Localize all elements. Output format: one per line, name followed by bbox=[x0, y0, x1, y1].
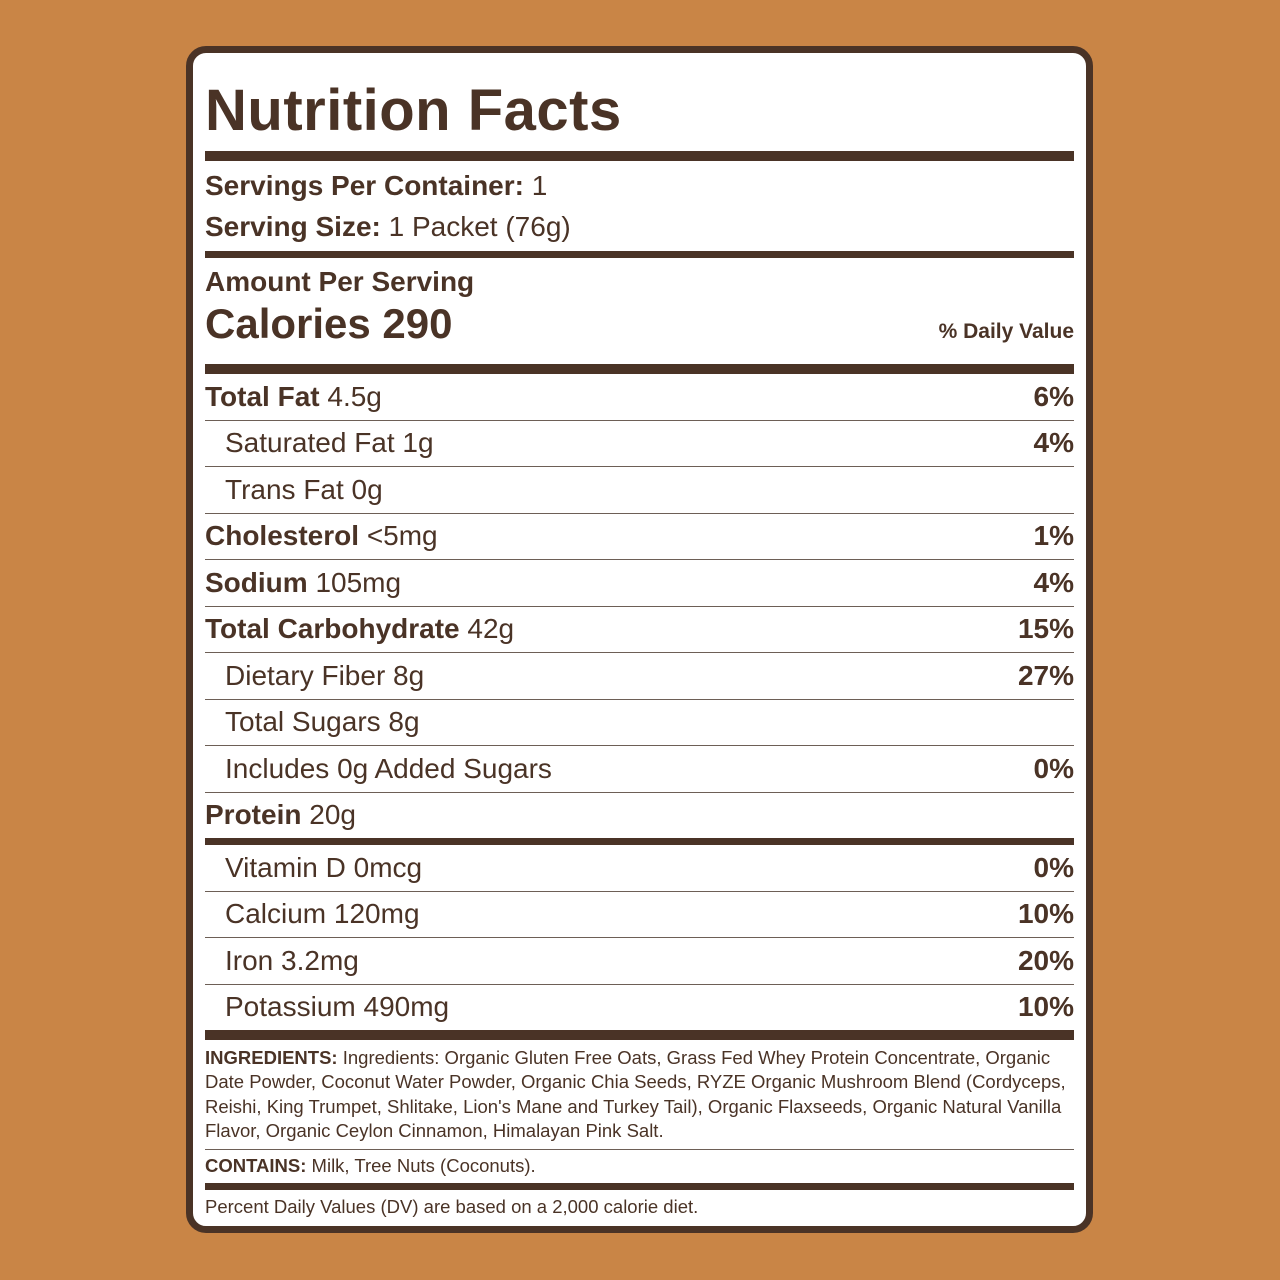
calories-row: Calories 290 % Daily Value bbox=[205, 300, 1074, 364]
nutrient-label: Total Carbohydrate 42g bbox=[205, 613, 514, 645]
servings-value: 1 bbox=[531, 170, 548, 201]
nutrient-row: Includes 0g Added Sugars 0% bbox=[205, 746, 1074, 793]
daily-value-percent: 1% bbox=[1033, 520, 1074, 552]
daily-value-percent: 20% bbox=[1017, 944, 1074, 976]
nutrient-amount: 4.5g bbox=[327, 380, 382, 412]
divider bbox=[205, 838, 1074, 845]
nutrient-row: Saturated Fat 1g 4% bbox=[205, 421, 1074, 467]
daily-value-percent: 10% bbox=[1017, 991, 1074, 1023]
daily-value-percent: 0% bbox=[1033, 752, 1074, 784]
nutrient-name: Total Fat bbox=[205, 380, 320, 412]
daily-value-header: % Daily Value bbox=[938, 320, 1074, 343]
nutrient-label: Saturated Fat 1g bbox=[225, 427, 434, 459]
ingredients-text: Ingredients: Organic Gluten Free Oats, G… bbox=[205, 1047, 1066, 1141]
divider bbox=[205, 1030, 1074, 1040]
nutrient-amount: 105mg bbox=[315, 566, 402, 598]
vitamin-row: Vitamin D 0mcg 0% bbox=[205, 845, 1074, 892]
ingredients: INGREDIENTS: Ingredients: Organic Gluten… bbox=[205, 1040, 1074, 1151]
contains-label: CONTAINS: bbox=[205, 1155, 307, 1177]
vitamin-label: Potassium 490mg bbox=[225, 991, 450, 1023]
divider bbox=[205, 364, 1074, 374]
daily-value-percent: 0% bbox=[1033, 851, 1074, 883]
nutrient-row: Cholesterol <5mg 1% bbox=[205, 514, 1074, 560]
vitamin-row: Potassium 490mg 10% bbox=[205, 985, 1074, 1031]
nutrient-row: Total Carbohydrate 42g 15% bbox=[205, 607, 1074, 653]
nutrient-row: Total Fat 4.5g 6% bbox=[205, 374, 1074, 421]
nutrient-label: Total Fat 4.5g bbox=[205, 381, 382, 413]
servings-label: Servings Per Container: bbox=[205, 170, 524, 201]
serving-size-value: 1 Packet (76g) bbox=[388, 211, 571, 242]
nutrient-label: Sodium 105mg bbox=[205, 567, 401, 599]
nutrient-label: Trans Fat 0g bbox=[225, 473, 383, 505]
nutrient-name: Total Carbohydrate bbox=[205, 613, 460, 645]
divider bbox=[205, 251, 1074, 258]
vitamin-label: Calcium 120mg bbox=[225, 898, 420, 930]
vitamin-label: Vitamin D 0mcg bbox=[225, 851, 423, 883]
nutrient-row: Sodium 105mg 4% bbox=[205, 560, 1074, 607]
footnote: Percent Daily Values (DV) are based on a… bbox=[205, 1196, 699, 1218]
calories-value: 290 bbox=[382, 300, 453, 347]
daily-value-percent: 4% bbox=[1033, 566, 1074, 598]
divider bbox=[205, 151, 1074, 161]
nutrient-amount: 20g bbox=[309, 799, 356, 831]
nutrient-amount: 42g bbox=[467, 613, 515, 645]
label-title: Nutrition Facts bbox=[205, 78, 622, 143]
amount-per-serving: Amount Per Serving bbox=[205, 266, 475, 297]
nutrient-label: Protein 20g bbox=[205, 799, 356, 831]
servings-per-container: Servings Per Container: 1 bbox=[205, 165, 1074, 206]
nutrient-row: Protein 20g bbox=[205, 793, 1074, 839]
nutrient-label: Includes 0g Added Sugars bbox=[225, 752, 552, 784]
daily-value-percent: 4% bbox=[1033, 427, 1074, 459]
contains-text: Milk, Tree Nuts (Coconuts). bbox=[311, 1155, 536, 1177]
nutrition-label: Nutrition Facts Servings Per Container: … bbox=[186, 46, 1093, 1233]
vitamin-row: Calcium 120mg 10% bbox=[205, 892, 1074, 938]
calories-label: Calories bbox=[205, 300, 371, 347]
daily-value-percent: 10% bbox=[1017, 898, 1074, 930]
vitamin-row: Iron 3.2mg 20% bbox=[205, 938, 1074, 985]
nutrient-row: Dietary Fiber 8g 27% bbox=[205, 653, 1074, 700]
nutrient-name: Protein bbox=[205, 799, 302, 831]
nutrient-label: Total Sugars 8g bbox=[225, 706, 420, 738]
vitamin-label: Iron 3.2mg bbox=[225, 944, 359, 976]
nutrient-row: Total Sugars 8g bbox=[205, 700, 1074, 746]
nutrient-name: Cholesterol bbox=[205, 520, 360, 552]
serving-size: Serving Size: 1 Packet (76g) bbox=[205, 206, 1074, 247]
ingredients-label: INGREDIENTS: bbox=[205, 1047, 338, 1068]
daily-value-percent: 27% bbox=[1017, 659, 1074, 691]
daily-value-percent: 15% bbox=[1017, 613, 1074, 645]
nutrient-name: Sodium bbox=[205, 566, 308, 598]
nutrient-label: Dietary Fiber 8g bbox=[225, 659, 425, 691]
contains: CONTAINS: Milk, Tree Nuts (Coconuts). bbox=[205, 1150, 1074, 1183]
nutrient-label: Cholesterol <5mg bbox=[205, 520, 438, 552]
daily-value-percent: 6% bbox=[1033, 380, 1074, 412]
nutrient-amount: <5mg bbox=[366, 520, 438, 552]
divider bbox=[205, 1183, 1074, 1191]
nutrient-row: Trans Fat 0g bbox=[205, 467, 1074, 514]
calories: Calories 290 bbox=[205, 300, 453, 348]
serving-size-label: Serving Size: bbox=[205, 211, 381, 242]
